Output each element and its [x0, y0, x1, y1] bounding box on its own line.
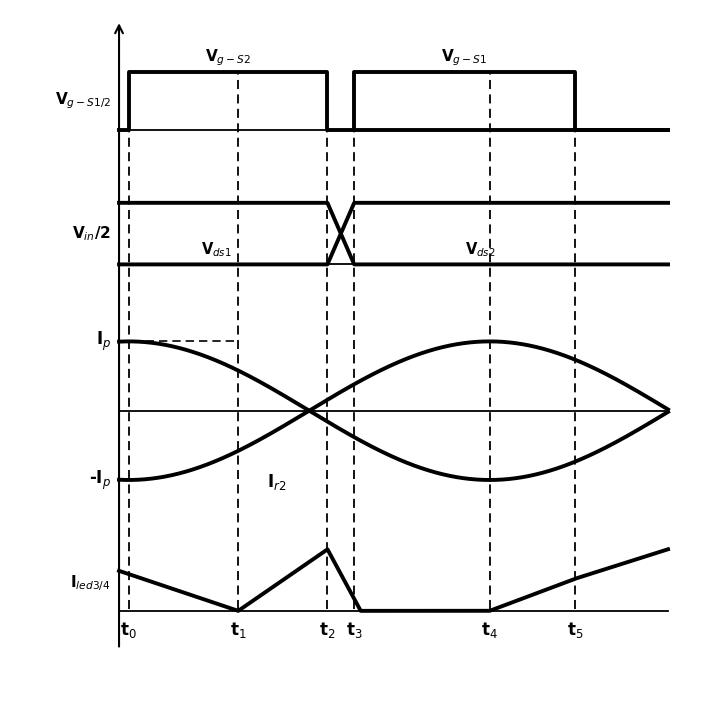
Text: V$_{g-S1}$: V$_{g-S1}$ [442, 48, 488, 68]
Text: t$_2$: t$_2$ [319, 620, 336, 640]
Text: t$_0$: t$_0$ [120, 620, 137, 640]
Text: I$_p$: I$_p$ [95, 330, 111, 353]
Text: V$_{ds2}$: V$_{ds2}$ [465, 240, 496, 259]
Text: -I$_p$: -I$_p$ [89, 469, 111, 491]
Text: t$_5$: t$_5$ [566, 620, 583, 640]
Text: V$_{g-S2}$: V$_{g-S2}$ [205, 48, 251, 68]
Text: V$_{ds1}$: V$_{ds1}$ [201, 240, 232, 259]
Text: V$_{g-S1/2}$: V$_{g-S1/2}$ [54, 90, 111, 111]
Text: t$_4$: t$_4$ [481, 620, 498, 640]
Text: I$_{led3/4}$: I$_{led3/4}$ [70, 573, 111, 593]
Text: V$_{in}$/2: V$_{in}$/2 [72, 224, 111, 243]
Text: I$_{r2}$: I$_{r2}$ [267, 472, 286, 492]
Text: t$_1$: t$_1$ [230, 620, 247, 640]
Text: t$_3$: t$_3$ [346, 620, 363, 640]
